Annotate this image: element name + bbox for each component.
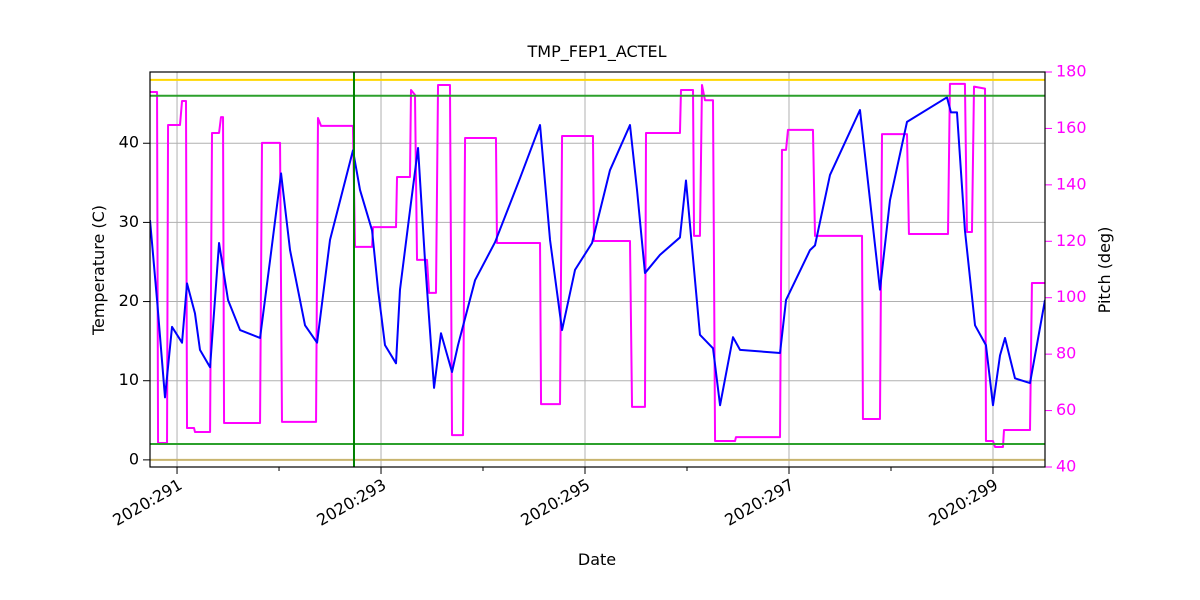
y2-tick-label: 80 [1056, 344, 1076, 363]
y-tick-label: 30 [119, 212, 139, 231]
y2-tick-label: 140 [1056, 174, 1087, 193]
x-axis-label: Date [578, 550, 616, 569]
chart-title: TMP_FEP1_ACTEL [527, 42, 667, 62]
series-line [150, 96, 1045, 407]
y-tick-label: 10 [119, 370, 139, 389]
y-tick-label: 0 [129, 449, 139, 468]
y2-tick-label: 100 [1056, 287, 1087, 306]
y2-tick-label: 40 [1056, 457, 1076, 476]
y2-tick-label: 120 [1056, 231, 1087, 250]
y2-axis-label: Pitch (deg) [1095, 227, 1114, 314]
plot-frame [149, 71, 1046, 468]
y-axis-label: Temperature (C) [89, 205, 108, 336]
y-tick-label: 40 [119, 133, 139, 152]
y2-tick-label: 180 [1056, 62, 1087, 81]
y2-tick-label: 60 [1056, 400, 1076, 419]
y2-tick-label: 160 [1056, 118, 1087, 137]
series-line [150, 82, 1045, 448]
y-tick-label: 20 [119, 291, 139, 310]
